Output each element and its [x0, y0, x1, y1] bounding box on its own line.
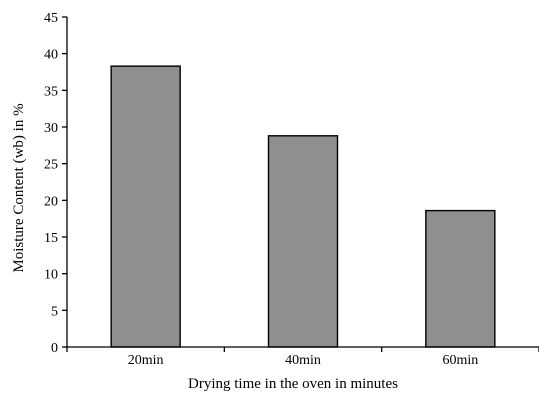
y-tick-label: 15 [44, 231, 58, 246]
y-tick-label: 45 [44, 11, 58, 26]
y-axis-ticks: 0 5 10 15 20 25 30 35 40 45 [44, 11, 67, 356]
y-tick-label: 25 [44, 158, 58, 173]
y-tick-label: 5 [51, 304, 58, 319]
x-tick-label: 40min [285, 353, 321, 368]
bar-40min [267, 135, 339, 348]
bar-20min [110, 65, 181, 348]
x-axis-ticks: 20min 40min 60min [66, 347, 539, 368]
y-axis-title: Moisture Content (wb) in % [11, 103, 27, 272]
x-tick-label: 20min [128, 353, 164, 368]
y-tick-label: 40 [44, 48, 58, 63]
bars [110, 65, 496, 348]
bar-60min [425, 209, 496, 348]
y-tick-label: 10 [44, 268, 58, 283]
y-tick-label: 30 [44, 121, 58, 136]
x-axis-title: Drying time in the oven in minutes [188, 376, 398, 392]
y-tick-label: 20 [44, 194, 58, 209]
y-tick-label: 35 [44, 84, 58, 99]
y-tick-label: 0 [51, 341, 58, 356]
x-tick-label: 60min [442, 353, 478, 368]
